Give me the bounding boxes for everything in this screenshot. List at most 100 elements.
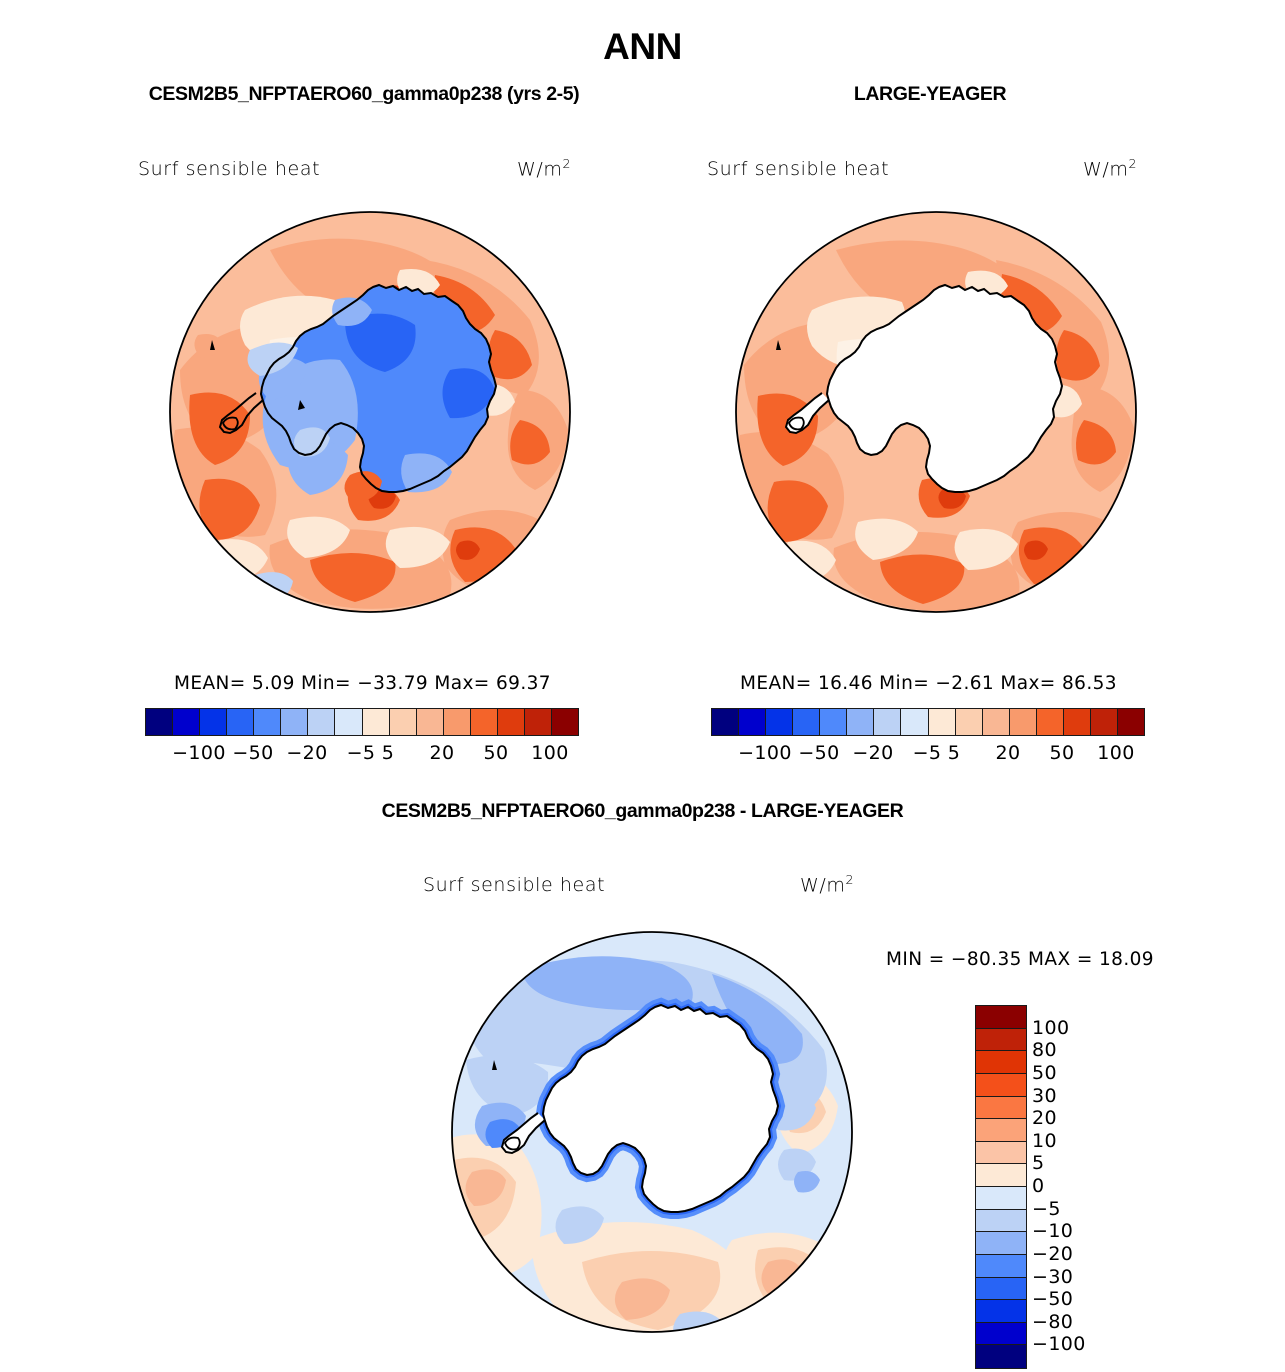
colorbar-cell (1117, 709, 1144, 735)
colorbar-tick-label: −20 (286, 742, 328, 764)
colorbar-cell (982, 709, 1010, 735)
panel-variable-label-top-right: Surf sensible heat (707, 158, 890, 180)
colorbar-cell (976, 1119, 1026, 1142)
colorbar-tick-label: 100 (1032, 1016, 1070, 1039)
colorbar-ticks-top-right: −100 −50 −20 −5 5 20 50 100 (711, 742, 1143, 768)
colorbar-cell (200, 709, 228, 735)
stats-top-right: MEAN= 16.46 Min= −2.61 Max= 86.53 (740, 673, 1117, 694)
panel-variable-label-top-left: Surf sensible heat (138, 158, 321, 180)
contour-field-top-left (170, 212, 570, 612)
colorbar-cell (976, 1006, 1026, 1029)
colorbar-cell (928, 709, 956, 735)
panel-title-bottom: CESM2B5_NFPTAERO60_gamma0p238 - LARGE-YE… (381, 800, 904, 822)
map-svg-top-right (735, 211, 1137, 613)
colorbar-tick-label: 100 (531, 742, 569, 764)
colorbar-tick-label: 50 (1032, 1061, 1057, 1084)
colorbar-tick-label: 30 (1032, 1084, 1057, 1107)
units-exponent: 2 (562, 156, 571, 171)
colorbar-cell (847, 709, 875, 735)
colorbar-tick-label: 10 (1032, 1129, 1057, 1152)
colorbar-cell (976, 1277, 1026, 1301)
colorbar-cell (820, 709, 848, 735)
colorbar-cell (874, 709, 902, 735)
colorbar-cell (976, 1254, 1026, 1278)
colorbar-cell (1009, 709, 1037, 735)
units-exponent: 2 (1128, 156, 1137, 171)
map-bottom (432, 910, 872, 1360)
panel-units-label-bottom: W/m2 (800, 872, 853, 896)
colorbar-tick-label: 50 (483, 742, 509, 764)
colorbar-cell (551, 709, 578, 735)
colorbar-cell (976, 1187, 1026, 1210)
map-svg-bottom (451, 931, 853, 1333)
colorbar-tick-label: 80 (1032, 1039, 1057, 1062)
colorbar-tick-label: −100 (738, 742, 792, 764)
colorbar-cell (1063, 709, 1091, 735)
colorbar-cell (976, 1096, 1026, 1120)
colorbar-tick-label: −30 (1032, 1265, 1074, 1288)
map-boundary-circle-bottom (451, 931, 853, 1333)
colorbar-tick-label: −5 (346, 742, 376, 764)
colorbar-tick-label: −10 (1032, 1220, 1074, 1243)
colorbar-cell (443, 709, 471, 735)
colorbar-horizontal-top-right (711, 708, 1145, 736)
colorbar-tick-label: −20 (852, 742, 894, 764)
colorbar-tick-label: −5 (1032, 1197, 1061, 1220)
figure-title: ANN (603, 26, 682, 67)
colorbar-cell (766, 709, 794, 735)
colorbar-tick-label: 20 (429, 742, 455, 764)
colorbar-cell (389, 709, 417, 735)
colorbar-tick-label: −100 (172, 742, 226, 764)
colorbar-tick-label: −50 (1032, 1288, 1074, 1311)
colorbar-cell (254, 709, 282, 735)
colorbar-cell (1036, 709, 1064, 735)
coastline-top-left (210, 284, 497, 493)
colorbar-tick-label: −50 (798, 742, 840, 764)
panel-units-label-top-right: W/m2 (1083, 156, 1136, 180)
colorbar-tick-label: 5 (1032, 1152, 1045, 1175)
colorbar-cell (146, 709, 174, 735)
colorbar-cell (712, 709, 740, 735)
colorbar-tick-label: −80 (1032, 1310, 1074, 1333)
map-boundary-circle-top-right (735, 211, 1137, 613)
colorbar-tick-label: 20 (995, 742, 1021, 764)
colorbar-cell (335, 709, 363, 735)
colorbar-cell (976, 1232, 1026, 1255)
coastline-bottom (492, 1004, 779, 1213)
coastline-top-right (776, 284, 1063, 493)
map-top-left (150, 190, 590, 640)
stats-top-left: MEAN= 5.09 Min= −33.79 Max= 69.37 (174, 673, 551, 694)
colorbar-cell (976, 1209, 1026, 1233)
units-text: W/m (800, 874, 846, 897)
stats-bottom: MIN = −80.35 MAX = 18.09 (886, 949, 1154, 970)
panel-variable-label-bottom: Surf sensible heat (423, 874, 606, 896)
map-svg-top-left (169, 211, 571, 613)
colorbar-cell (227, 709, 255, 735)
colorbar-cell (901, 709, 929, 735)
colorbar-cell (173, 709, 201, 735)
colorbar-tick-label: −20 (1032, 1242, 1074, 1265)
colorbar-cell (976, 1051, 1026, 1074)
colorbar-tick-label: 20 (1032, 1107, 1057, 1130)
colorbar-cell (1090, 709, 1118, 735)
colorbar-cell (497, 709, 525, 735)
colorbar-tick-label: 5 (947, 742, 961, 764)
panel-units-label-top-left: W/m2 (517, 156, 570, 180)
colorbar-cell (976, 1141, 1026, 1165)
panel-title-top-left: CESM2B5_NFPTAERO60_gamma0p238 (yrs 2-5) (148, 83, 580, 105)
panel-title-top-right: LARGE-YEAGER (853, 83, 1007, 105)
units-text: W/m (517, 158, 563, 181)
colorbar-cell (976, 1322, 1026, 1346)
units-text: W/m (1083, 158, 1129, 181)
colorbar-tick-label: 0 (1032, 1175, 1045, 1197)
colorbar-cell (524, 709, 552, 735)
colorbar-vertical-bottom (975, 1005, 1027, 1369)
colorbar-cell (955, 709, 983, 735)
colorbar-cell (976, 1300, 1026, 1323)
colorbar-cell (362, 709, 390, 735)
colorbar-ticks-bottom: 100 80 50 30 20 10 5 0 −5 −10 −20 −30 −50 −80 −100 (1032, 1005, 1112, 1367)
colorbar-cell (416, 709, 444, 735)
colorbar-horizontal-top-left (145, 708, 579, 736)
colorbar-cell (739, 709, 767, 735)
colorbar-tick-label: −5 (912, 742, 942, 764)
